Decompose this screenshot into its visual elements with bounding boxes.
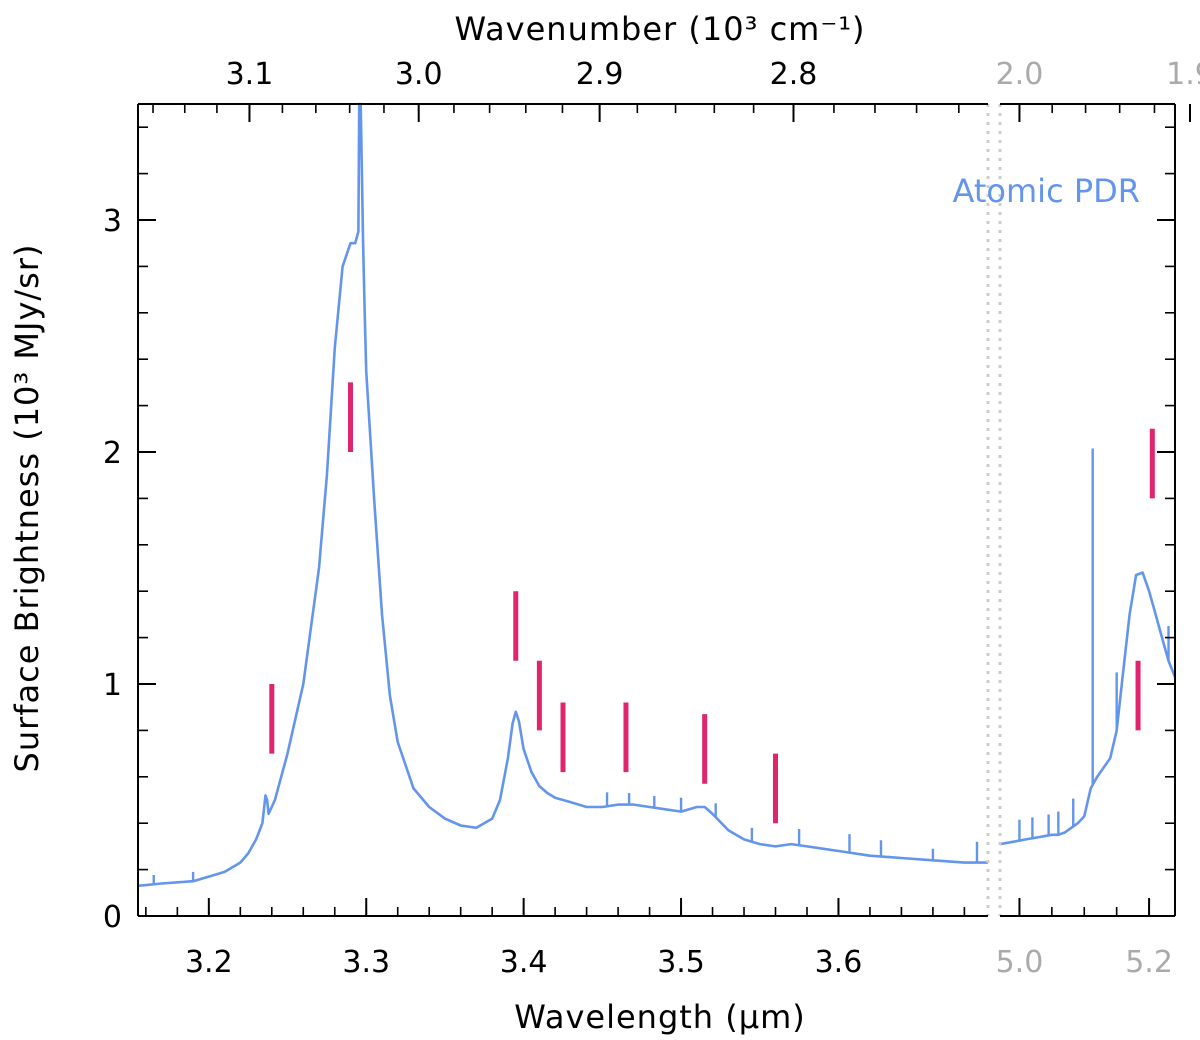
axis-ticks [138,104,1192,917]
tick-labels: 0 1 2 3 3.2 3.3 3.4 3.5 3.6 3.1 3.0 2.9 2.8 5.0 5.2 2.0… [103,57,1200,980]
y-tick-label: 0 [103,900,122,935]
panel-divider [986,104,1002,916]
plot-frame [137,103,1176,917]
x-tick-label: 3.6 [815,945,863,980]
spectrum-series-left [137,102,988,888]
x-tick-label: 3.3 [342,945,390,980]
top-tick-label: 3.0 [395,57,443,92]
x-tick-label: 3.5 [657,945,705,980]
y-tick-label: 1 [103,668,122,703]
spectrum-series-right [999,571,1177,846]
emission-spikes [152,448,1170,885]
top-tick-label: 2.8 [770,57,818,92]
y-tick-label: 3 [103,204,122,239]
annotation-label: Atomic PDR [953,172,1140,210]
x-tick-label: 5.0 [996,945,1044,980]
y-tick-label: 2 [103,436,122,471]
top-tick-label: 2.0 [996,57,1044,92]
top-axis-title: Wavenumber (10³ cm⁻¹) [454,10,865,48]
x-tick-label: 3.2 [185,945,233,980]
band-markers [269,382,1155,824]
x-tick-label: 5.2 [1125,945,1173,980]
top-tick-label: 3.1 [226,57,274,92]
y-axis-title: Surface Brightness (10³ MJy/sr) [8,244,46,773]
x-tick-label: 3.4 [500,945,548,980]
top-tick-label: 2.9 [576,57,624,92]
spectrum-lines [137,102,1177,888]
top-tick-label: 1.9 [1166,57,1200,92]
x-axis-title: Wavelength (μm) [514,998,806,1036]
